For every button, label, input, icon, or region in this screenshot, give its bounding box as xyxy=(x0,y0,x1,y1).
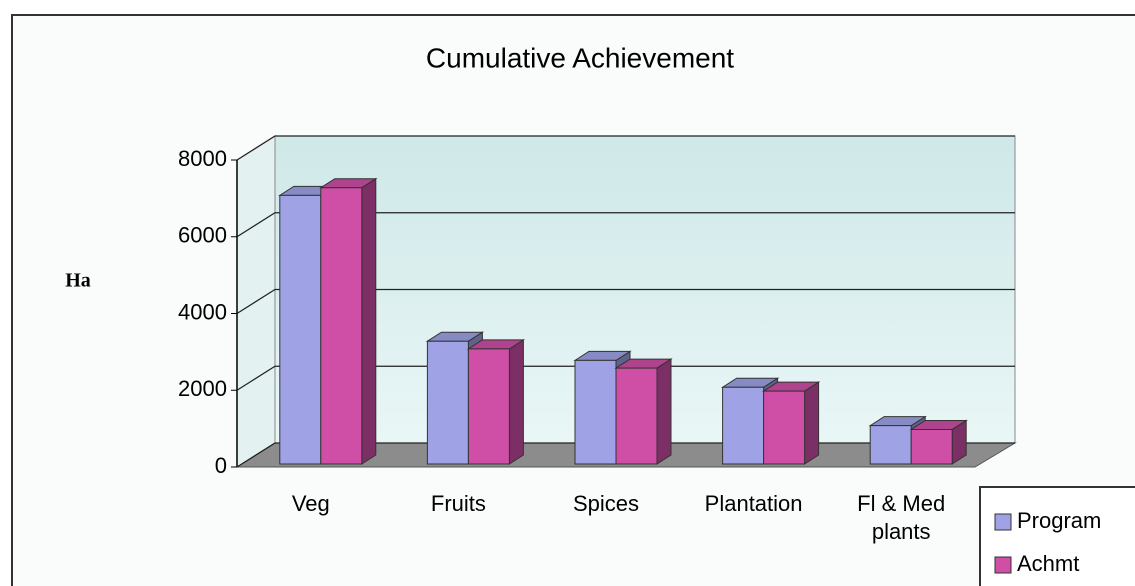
grid-line xyxy=(236,365,1015,391)
y-tick-label: 4000 xyxy=(178,299,227,324)
bar-front xyxy=(722,386,765,465)
bar-front xyxy=(910,428,953,465)
bar-front xyxy=(467,348,510,465)
bar-side xyxy=(361,177,377,465)
bar xyxy=(909,419,968,465)
bar-front xyxy=(320,187,363,465)
bar xyxy=(614,358,673,465)
bar-front xyxy=(426,340,469,465)
bar xyxy=(761,381,821,465)
bar-front xyxy=(869,425,912,465)
y-tick-label: 0 xyxy=(215,453,227,478)
bar-side xyxy=(656,358,672,465)
x-tick-label: Fruits xyxy=(430,491,486,516)
y-tick-label: 2000 xyxy=(178,376,227,401)
bar xyxy=(466,338,526,465)
bar-front xyxy=(763,390,806,465)
y-tick-label: 8000 xyxy=(178,146,227,171)
legend-swatch xyxy=(994,513,1012,531)
bar-front xyxy=(279,194,322,465)
bar-front xyxy=(574,359,617,465)
bar-front xyxy=(615,367,658,465)
legend-label: Program xyxy=(1017,508,1101,533)
legend-swatch xyxy=(994,556,1012,574)
legend-label: Achmt xyxy=(1017,551,1079,576)
chart-title: Cumulative Achievement xyxy=(426,42,734,73)
grid-line xyxy=(236,288,1015,315)
grid-line xyxy=(236,212,1015,238)
bar-side xyxy=(804,381,820,465)
y-tick-label: 6000 xyxy=(178,223,227,248)
grid-line xyxy=(236,135,1015,161)
x-tick-label: Fl & Med plants xyxy=(857,491,946,544)
x-tick-label: Spices xyxy=(572,491,640,516)
bar-side xyxy=(508,338,524,465)
y-axis-label: Ha xyxy=(65,270,91,292)
x-tick-label: Veg xyxy=(291,491,330,516)
x-tick-label: Plantation xyxy=(704,491,803,516)
bar xyxy=(319,177,378,465)
